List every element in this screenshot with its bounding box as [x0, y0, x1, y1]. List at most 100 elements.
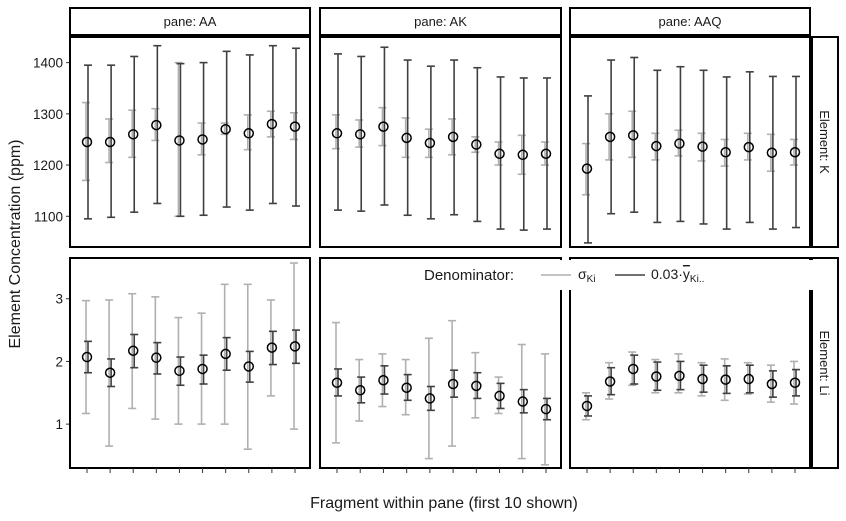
data-point [174, 365, 185, 377]
data-point [81, 136, 93, 148]
errorbar-sigma [355, 358, 364, 422]
errorbar-mean [450, 59, 459, 216]
errorbar-mean [107, 64, 116, 219]
data-point [540, 148, 552, 160]
errorbar-mean [768, 370, 777, 398]
y-tick-label: 3 [55, 292, 63, 307]
errorbar-mean [245, 350, 254, 383]
data-point [447, 378, 459, 390]
legend-title: Denominator: [424, 267, 514, 284]
errorbar-mean [676, 65, 685, 223]
errorbar-mean [745, 364, 754, 394]
data-point [151, 119, 162, 131]
errorbar-mean [403, 59, 412, 217]
data-point [604, 376, 616, 387]
element-strip-label: Element: Li [817, 330, 832, 395]
data-point [354, 385, 366, 396]
data-point [517, 149, 529, 161]
errorbar-mean [584, 395, 592, 417]
errorbar-mean [357, 55, 366, 212]
data-point [104, 136, 116, 148]
errorbar-mean [630, 56, 639, 213]
errorbar-mean [496, 382, 505, 410]
errorbar-mean [334, 53, 342, 211]
data-point [517, 396, 529, 407]
pane-strip [569, 7, 811, 36]
errorbar-sigma [651, 358, 660, 394]
y-tick-label: 2 [55, 354, 63, 369]
errorbar-mean [357, 376, 366, 404]
data-point [378, 374, 389, 386]
pane-strip-label: pane: AK [414, 14, 467, 29]
data-point [494, 148, 505, 160]
errorbar-sigma [332, 321, 340, 444]
errorbar-sigma [266, 299, 275, 397]
errorbar-sigma [174, 316, 183, 425]
data-point [424, 137, 436, 149]
data-point [378, 121, 389, 132]
errorbar-mean [543, 397, 551, 421]
element-strip [811, 36, 839, 248]
data-point [220, 123, 231, 135]
data-point [81, 351, 93, 363]
element-strips: Element: K Element: Li [811, 36, 839, 469]
panel-frame [69, 36, 311, 248]
errorbar-sigma [517, 343, 526, 460]
data-point [174, 135, 185, 146]
errorbar-mean [543, 77, 551, 230]
errorbar-mean [292, 329, 300, 365]
errorbar-mean [722, 76, 731, 230]
errorbar-mean [745, 71, 754, 224]
data-point [289, 121, 301, 132]
errorbar-sigma [151, 296, 160, 420]
errorbar-mean [473, 66, 482, 223]
y-tick-label: 1 [55, 417, 63, 432]
data-point [697, 141, 708, 152]
data-point [401, 382, 412, 394]
errorbar-sigma [378, 353, 387, 408]
errorbar-sigma [128, 292, 137, 410]
panel-frame [319, 257, 562, 469]
data-point [331, 128, 343, 139]
errorbar-mean [584, 95, 592, 244]
errorbar-sigma [82, 299, 90, 415]
legend: Denominator: σKi 0.03·yKi.. [415, 260, 817, 290]
errorbar-mean [176, 62, 185, 218]
errorbar-mean [199, 61, 208, 217]
data-point [674, 370, 685, 382]
data-point [743, 373, 755, 385]
errorbar-sigma [471, 351, 480, 419]
errorbar-mean [450, 369, 459, 398]
errorbar-sigma [743, 361, 752, 395]
data-point [127, 129, 139, 140]
data-point [494, 390, 505, 402]
panel-frame [319, 36, 562, 248]
errorbar-sigma [424, 337, 433, 460]
element-strip-label: Element: K [817, 110, 832, 174]
data-point [743, 141, 755, 153]
data-point [151, 352, 162, 363]
errorbar-mean [176, 356, 185, 387]
data-point [627, 130, 639, 141]
errorbar-sigma [243, 283, 252, 450]
errorbar-mean [473, 371, 482, 400]
errorbar-mean [222, 336, 231, 372]
data-point [331, 377, 343, 388]
data-point [266, 118, 278, 130]
data-point [447, 131, 459, 143]
errorbar-sigma [401, 358, 410, 416]
errorbar-sigma [674, 353, 683, 394]
pane-strips: pane: AA pane: AK pane: AAQ [69, 7, 811, 36]
data-point [651, 140, 662, 152]
errorbar-sigma [628, 351, 637, 387]
errorbar-mean [84, 340, 92, 374]
errorbar-mean [699, 364, 708, 393]
data-point [720, 146, 731, 158]
y-axis-title: Element Concentration (ppm) [7, 140, 24, 349]
errorbar-mean [268, 44, 277, 205]
errorbar-sigma [197, 312, 206, 425]
errorbar-mean [792, 75, 800, 229]
element-strip [811, 257, 839, 469]
errorbar-mean [107, 358, 116, 388]
